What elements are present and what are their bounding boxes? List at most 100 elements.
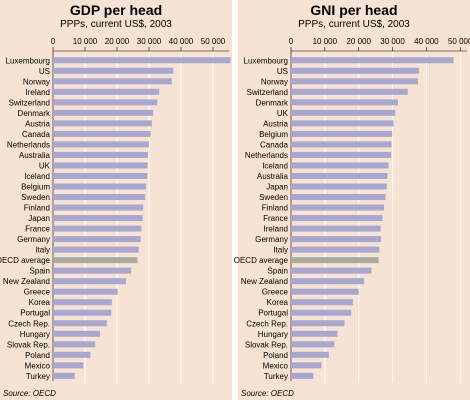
gni-bar-czech-rep (291, 320, 345, 327)
gni-category-label: US (277, 67, 288, 76)
gdp-source-note: Source: OECD (3, 389, 56, 398)
gdp-bar-czech-rep (53, 320, 107, 327)
gdp-category-label: Turkey (26, 372, 50, 381)
gdp-bar-mexico (53, 362, 84, 369)
gni-bar-korea (291, 299, 353, 306)
gni-category-label: Norway (261, 77, 288, 86)
gni-category-label: OECD average (234, 256, 289, 265)
gni-category-label: Sweden (259, 193, 288, 202)
gdp-bar-netherlands (53, 141, 149, 148)
gni-category-label: Mexico (263, 361, 289, 370)
gni-bar-france (291, 215, 383, 222)
gni-bar-luxembourg (291, 57, 454, 64)
gdp-bar-finland (53, 204, 144, 211)
gdp-category-label: Czech Rep. (8, 319, 50, 328)
gdp-category-label: Japan (28, 214, 50, 223)
gdp-category-label: Austria (25, 119, 50, 128)
gdp-chart-title: GDP per head (70, 2, 162, 18)
gdp-bar-luxembourg (53, 57, 231, 64)
gdp-bar-slovak-rep (53, 341, 96, 348)
gdp-bar-us (53, 67, 174, 74)
gdp-bar-korea (53, 299, 112, 306)
gni-category-label: Iceland (262, 161, 288, 170)
gni-category-label: Germany (255, 235, 288, 244)
gdp-category-label: Ireland (26, 88, 50, 97)
gni-bar-austria (291, 120, 394, 127)
gdp-bar-portugal (53, 309, 112, 316)
gni-bar-turkey (291, 372, 314, 379)
gni-category-label: Poland (263, 351, 288, 360)
gdp-bar-italy (53, 246, 139, 253)
gni-tick-label: 20 000 (346, 37, 371, 46)
gni-chart-title: GNI per head (310, 2, 397, 18)
gdp-category-label: Hungary (20, 330, 50, 339)
gdp-category-label: Portugal (20, 309, 50, 318)
gni-bar-finland (291, 204, 385, 211)
gdp-category-label: Netherlands (7, 140, 50, 149)
gni-category-label: UK (277, 109, 289, 118)
gdp-bar-turkey (53, 372, 75, 379)
gdp-bar-switzerland (53, 99, 158, 106)
gni-bar-oecd-average (291, 257, 379, 264)
gdp-category-label: Slovak Rep. (7, 340, 50, 349)
gni-bar-portugal (291, 309, 352, 316)
gdp-tick-label: 50 000 (201, 37, 226, 46)
gdp-category-label: Mexico (25, 361, 51, 370)
gni-bar-switzerland (291, 88, 408, 95)
gni-bar-ireland (291, 225, 381, 232)
gdp-category-label: Greece (24, 288, 51, 297)
gni-category-label: Netherlands (245, 151, 288, 160)
gdp-bar-norway (53, 78, 172, 85)
gdp-bar-iceland (53, 172, 148, 179)
gdp-category-label: Korea (29, 298, 51, 307)
gni-bar-spain (291, 267, 372, 274)
gdp-bar-hungary (53, 330, 101, 337)
gni-category-label: Switzerland (247, 88, 288, 97)
gni-bar-iceland (291, 162, 389, 169)
gdp-category-label: Poland (25, 351, 50, 360)
gni-category-label: Spain (268, 267, 288, 276)
gdp-bar-uk (53, 162, 148, 169)
gni-bar-germany (291, 236, 382, 243)
gni-bar-mexico (291, 362, 322, 369)
gdp-category-label: Finland (24, 204, 50, 213)
gdp-chart-subtitle: PPPs, current US$, 2003 (60, 19, 172, 30)
gdp-bar-belgium (53, 183, 147, 190)
gni-source-note: Source: OECD (241, 389, 294, 398)
gdp-category-label: Norway (23, 77, 50, 86)
gni-category-label: Slovak Rep. (245, 340, 288, 349)
gni-category-label: Denmark (256, 98, 289, 107)
gni-category-label: Japan (266, 183, 288, 192)
gni-bar-japan (291, 183, 387, 190)
gdp-category-label: Iceland (24, 172, 50, 181)
gdp-bar-canada (53, 130, 151, 137)
gdp-category-label: Luxembourg (6, 56, 50, 65)
gni-bar-hungary (291, 330, 338, 337)
gdp-tick-label: 40 000 (169, 37, 194, 46)
gni-category-label: Austria (263, 119, 288, 128)
gdp-category-label: New Zealand (3, 277, 50, 286)
gdp-category-label: France (25, 225, 50, 234)
gni-bar-uk (291, 109, 396, 116)
gni-category-label: Ireland (264, 225, 288, 234)
gdp-tick-label: 10 000 (73, 37, 98, 46)
gdp-tick-label: 20 000 (105, 37, 130, 46)
gdp-category-label: Denmark (18, 109, 51, 118)
gni-category-label: Czech Rep. (246, 319, 288, 328)
gni-bar-greece (291, 288, 359, 295)
gni-category-label: Finland (262, 204, 288, 213)
gni-bar-canada (291, 141, 392, 148)
gdp-category-label: UK (39, 161, 51, 170)
gdp-bar-japan (53, 215, 143, 222)
gni-chart-subtitle: PPPs, current US$, 2003 (298, 19, 410, 30)
gni-tick-label: 0 (289, 37, 294, 46)
gni-category-label: Turkey (264, 372, 288, 381)
gdp-bar-new-zealand (53, 278, 126, 285)
gni-category-label: Hungary (258, 330, 288, 339)
gni-category-label: Australia (257, 172, 289, 181)
gdp-category-label: Italy (35, 246, 50, 255)
